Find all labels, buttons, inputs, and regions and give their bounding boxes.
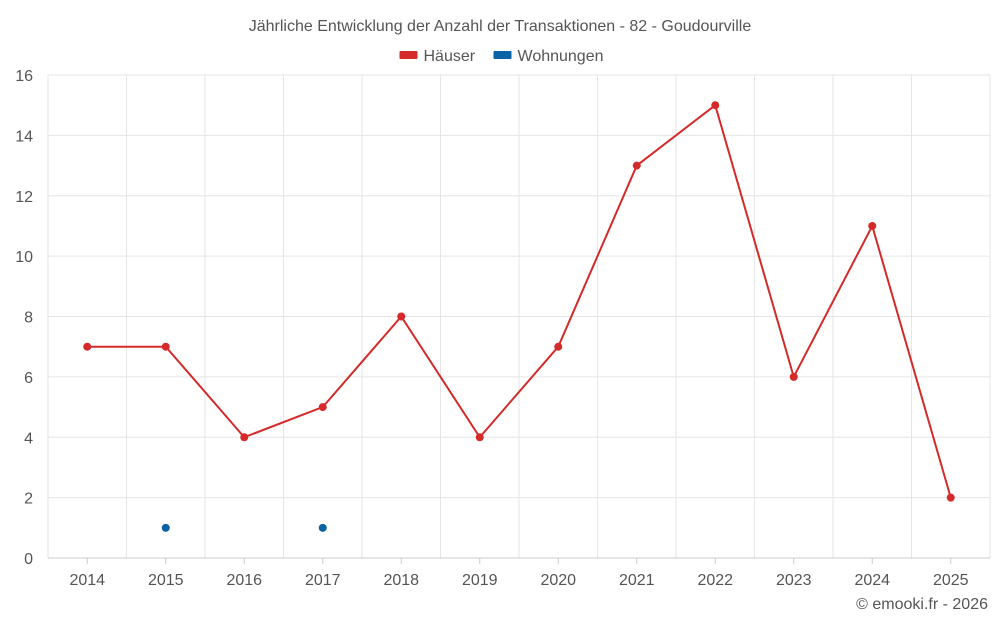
y-tick-label: 2 <box>24 491 33 508</box>
grid <box>47 74 991 559</box>
y-tick-label: 10 <box>15 249 33 266</box>
data-point-h-user <box>632 161 641 170</box>
x-axis-ticks: 2014 2015 2016 2017 2018 2019 2020 2021 2022 2023… <box>69 558 969 589</box>
credit-text: © emooki.fr - 2026 <box>856 596 988 613</box>
legend-item: Häuser <box>399 48 476 65</box>
y-axis-ticks: 0 2 4 6 8 10 12 14 16 <box>15 68 33 568</box>
chart-title: Jährliche Entwicklung der Anzahl der Tra… <box>249 18 752 35</box>
x-tick-label: 2015 <box>148 572 184 589</box>
data-point-h-user <box>868 221 877 230</box>
series-line-h-user <box>87 103 952 498</box>
x-tick-label: 2020 <box>540 572 576 589</box>
data-point-h-user <box>318 403 327 412</box>
x-tick-label: 2025 <box>933 572 969 589</box>
y-tick-label: 16 <box>15 68 33 85</box>
y-tick-label: 8 <box>24 310 33 327</box>
x-tick-label: 2022 <box>697 572 733 589</box>
data-point-h-user <box>789 372 798 381</box>
y-tick-label: 14 <box>15 128 33 145</box>
x-tick-label: 2024 <box>854 572 890 589</box>
data-point-h-user <box>946 493 955 502</box>
legend-swatch <box>399 51 418 59</box>
data-point-wohnungen <box>161 523 170 532</box>
y-tick-label: 0 <box>24 551 33 568</box>
y-tick-label: 6 <box>24 370 33 387</box>
legend: Häuser Wohnungen <box>399 48 604 65</box>
legend-item: Wohnungen <box>493 48 604 65</box>
plot-area <box>83 101 955 532</box>
x-tick-label: 2018 <box>383 572 419 589</box>
data-point-h-user <box>397 312 406 321</box>
data-point-wohnungen <box>318 523 327 532</box>
x-tick-label: 2016 <box>226 572 262 589</box>
x-tick-label: 2021 <box>619 572 655 589</box>
y-tick-label: 12 <box>15 189 33 206</box>
x-tick-label: 2019 <box>462 572 498 589</box>
legend-swatch <box>493 51 512 59</box>
data-point-h-user <box>83 342 92 351</box>
data-point-h-user <box>240 433 249 442</box>
data-point-h-user <box>711 101 720 110</box>
legend-label: Häuser <box>424 48 476 65</box>
legend-label: Wohnungen <box>518 48 604 65</box>
x-tick-label: 2014 <box>69 572 105 589</box>
x-tick-label: 2023 <box>776 572 812 589</box>
x-tick-label: 2017 <box>305 572 341 589</box>
data-point-h-user <box>161 342 170 351</box>
data-point-h-user <box>554 342 563 351</box>
y-tick-label: 4 <box>24 430 33 447</box>
data-point-h-user <box>475 433 484 442</box>
